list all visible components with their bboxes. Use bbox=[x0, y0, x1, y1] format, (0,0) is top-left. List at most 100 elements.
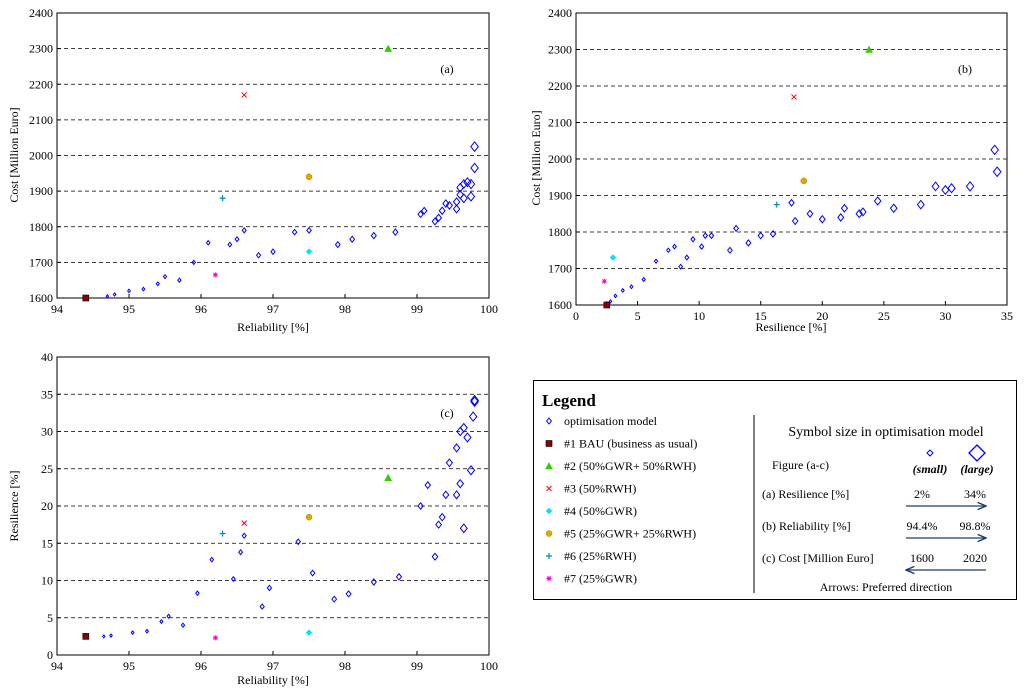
scenario-point-gwr25_rwh25 bbox=[305, 173, 313, 181]
scenario-point-gwr50_rwh50 bbox=[384, 44, 393, 52]
chart-panel-a: 94 95 96 97 98 99 100 1600 1700 1800 1900 2000 2100 2… bbox=[7, 6, 498, 334]
optimisation-point bbox=[459, 193, 468, 204]
y-tick-label: 25 bbox=[41, 462, 53, 476]
optimisation-point bbox=[331, 595, 338, 603]
figure-label: Figure (a-c) bbox=[772, 458, 829, 472]
optimisation-point bbox=[259, 603, 265, 610]
optimisation-point bbox=[452, 443, 461, 453]
optimisation-point bbox=[818, 214, 826, 224]
scenario-point-gwr50 bbox=[305, 629, 313, 637]
optimisation-point bbox=[234, 236, 240, 243]
symbol-size-row: (b) Reliability [%] 94.4% 98.8% bbox=[762, 519, 991, 538]
optimisation-point bbox=[992, 166, 1002, 178]
legend-item: #6 (25%RWH) bbox=[546, 549, 636, 563]
y-tick-label: 1800 bbox=[29, 220, 53, 234]
y-axis-label: Cost [Million Euro] bbox=[529, 110, 543, 205]
y-tick-label: 2200 bbox=[548, 79, 572, 93]
optimisation-point bbox=[452, 490, 461, 500]
legend-marker-bau bbox=[545, 440, 553, 447]
y-tick-label: 10 bbox=[41, 574, 53, 588]
optimisation-point bbox=[859, 207, 867, 217]
x-tick-label: 0 bbox=[573, 309, 579, 323]
y-tick-label: 2400 bbox=[29, 6, 53, 20]
optimisation-point bbox=[653, 258, 659, 265]
legend-item: #1 BAU (business as usual) bbox=[545, 437, 697, 451]
legend-marker-rwh50 bbox=[546, 485, 552, 492]
x-tick-label: 98 bbox=[339, 659, 351, 673]
x-tick-label: 96 bbox=[195, 659, 207, 673]
optimisation-point bbox=[195, 590, 200, 597]
optimisation-point bbox=[127, 288, 131, 294]
small-label: (small) bbox=[913, 462, 948, 476]
legend-item: optimisation model bbox=[545, 414, 658, 428]
optimisation-point bbox=[666, 247, 671, 254]
optimisation-point bbox=[629, 284, 634, 290]
optimisation-point bbox=[205, 239, 211, 246]
symbol-size-row-label: (c) Cost [Million Euro] bbox=[762, 551, 874, 565]
symbol-size-high: 34% bbox=[964, 487, 986, 501]
legend-item-label: #5 (25%GWR+ 25%RWH) bbox=[564, 527, 696, 541]
optimisation-point bbox=[291, 228, 298, 236]
symbol-size-title: Symbol size in optimisation model bbox=[788, 425, 983, 440]
y-tick-label: 35 bbox=[41, 387, 53, 401]
optimisation-point bbox=[608, 298, 613, 304]
legend-item-label: #1 BAU (business as usual) bbox=[564, 437, 697, 451]
legend-marker-gwr25_rwh25 bbox=[545, 530, 553, 537]
scenario-point-gwr25 bbox=[601, 278, 607, 284]
optimisation-point bbox=[442, 490, 450, 500]
small-diamond-icon bbox=[926, 449, 934, 457]
optimisation-point bbox=[806, 209, 814, 219]
symbol-size-row: (a) Resilience [%] 2% 34% bbox=[762, 487, 986, 506]
scenario-point-rwh50 bbox=[241, 520, 248, 526]
optimisation-point bbox=[459, 179, 468, 189]
optimisation-point bbox=[684, 254, 690, 261]
optimisation-point bbox=[227, 241, 233, 248]
x-tick-label: 96 bbox=[195, 302, 207, 316]
x-axis-label: Resilience [%] bbox=[756, 320, 827, 334]
y-tick-label: 2100 bbox=[548, 116, 572, 130]
optimisation-point bbox=[270, 248, 276, 256]
y-tick-label: 2400 bbox=[548, 6, 572, 20]
y-tick-label: 15 bbox=[41, 536, 53, 550]
symbol-size-high: 2020 bbox=[963, 551, 987, 565]
optimisation-point bbox=[177, 277, 182, 284]
optimisation-point bbox=[459, 523, 468, 534]
optimisation-point bbox=[238, 549, 244, 556]
scenario-point-gwr25_rwh25 bbox=[800, 177, 808, 185]
optimisation-point bbox=[708, 232, 715, 240]
x-tick-label: 98 bbox=[339, 302, 351, 316]
scenario-point-rwh50 bbox=[791, 94, 797, 100]
optimisation-point bbox=[191, 259, 197, 266]
optimisation-point bbox=[837, 212, 845, 222]
optimisation-point bbox=[620, 287, 625, 293]
scenario-point-gwr25 bbox=[212, 635, 218, 641]
optimisation-point bbox=[470, 396, 479, 408]
y-tick-label: 5 bbox=[47, 611, 53, 625]
optimisation-point bbox=[241, 532, 247, 540]
optimisation-point bbox=[438, 512, 446, 522]
x-tick-label: 94 bbox=[51, 659, 63, 673]
optimisation-point bbox=[209, 556, 215, 563]
optimisation-point bbox=[420, 206, 428, 215]
optimisation-point bbox=[745, 239, 752, 247]
optimisation-point bbox=[990, 144, 1000, 156]
optimisation-point bbox=[255, 251, 262, 259]
y-tick-label: 1800 bbox=[548, 225, 572, 239]
y-tick-label: 40 bbox=[41, 350, 53, 364]
optimisation-point bbox=[180, 622, 186, 629]
legend-marker-gwr25 bbox=[546, 576, 552, 581]
optimisation-point bbox=[309, 569, 316, 577]
optimisation-point bbox=[941, 184, 950, 196]
optimisation-point bbox=[947, 182, 956, 194]
y-tick-label: 0 bbox=[47, 648, 53, 662]
panel-label: (a) bbox=[440, 62, 453, 76]
optimisation-point bbox=[690, 236, 696, 243]
optimisation-point bbox=[873, 196, 882, 206]
scenario-point-bau bbox=[603, 301, 611, 309]
optimisation-point bbox=[452, 204, 461, 214]
optimisation-point bbox=[757, 231, 764, 240]
panel-label: (c) bbox=[440, 406, 453, 420]
x-tick-label: 97 bbox=[267, 659, 279, 673]
x-tick-label: 95 bbox=[123, 659, 135, 673]
legend-item-label: #4 (50%GWR) bbox=[564, 504, 637, 518]
